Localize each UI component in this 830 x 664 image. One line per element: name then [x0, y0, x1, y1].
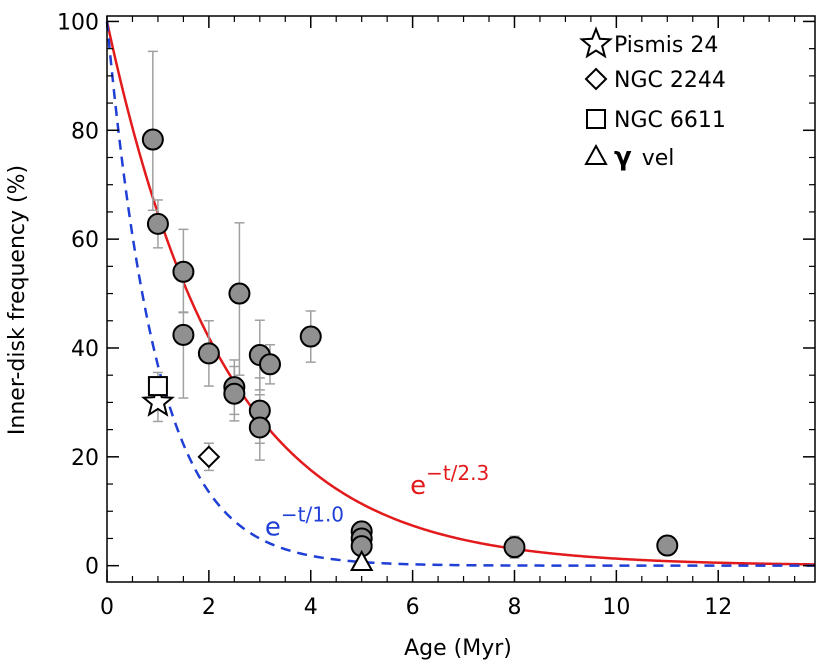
x-tick-label: 8 [507, 595, 521, 620]
curve-label-red: e−t/2.3 [410, 461, 489, 501]
data-point-triangle [349, 549, 374, 571]
y-tick-label: 0 [85, 555, 99, 580]
axes: 0 2 4 6 8 10 12 0 20 40 60 80 100 [57, 10, 816, 620]
curve-labels: e−t/2.3 e−t/1.0 [265, 461, 489, 543]
curve-label-blue-exp: −t/1.0 [281, 503, 344, 527]
legend: Pismis 24 NGC 2244 NGC 6611 γ vel [579, 26, 726, 172]
legend-label-gamma-vel: γ vel [614, 142, 674, 172]
curve-label-blue-base: e [265, 513, 281, 543]
data-point-filled-circle [656, 534, 679, 557]
legend-label-pismis24: Pismis 24 [614, 33, 718, 58]
data-point-filled-circle [146, 212, 169, 235]
legend-marker-star [579, 26, 613, 59]
curve-red-solid [105, 21, 816, 566]
data-point-filled-circle [223, 382, 246, 405]
data-point-filled-circle [197, 342, 220, 365]
x-tick-label: 12 [704, 595, 732, 620]
y-tick-label: 60 [71, 228, 99, 253]
data-point-filled-circle [172, 260, 195, 283]
legend-marker-diamond [584, 67, 608, 91]
data-point-filled-circle [299, 325, 322, 348]
x-tick-label: 4 [304, 595, 318, 620]
legend-item-pismis24: Pismis 24 [614, 33, 718, 58]
data-point-filled-circle [258, 353, 281, 376]
x-axis-title: Age (Myr) [404, 636, 512, 661]
y-axis-title: Inner-disk frequency (%) [5, 165, 30, 435]
curve-label-blue: e−t/1.0 [265, 503, 344, 543]
legend-label-ngc2244: NGC 2244 [614, 68, 726, 93]
plot-frame [106, 15, 816, 583]
legend-gamma-text: vel [642, 146, 675, 171]
curve-label-red-exp: −t/2.3 [426, 461, 489, 485]
y-tick-label: 80 [71, 119, 99, 144]
x-tick-label: 6 [406, 595, 420, 620]
legend-gamma-symbol: γ [614, 142, 632, 172]
data-points [141, 128, 679, 571]
x-tick-label: 10 [602, 595, 630, 620]
y-tick-label: 40 [71, 337, 99, 362]
data-point-filled-circle [228, 282, 251, 305]
legend-label-ngc6611: NGC 6611 [614, 108, 726, 133]
legend-item-ngc6611: NGC 6611 [614, 108, 726, 133]
data-point-star [141, 384, 175, 417]
legend-marker-square [586, 109, 606, 129]
y-tick-label: 20 [71, 446, 99, 471]
legend-item-ngc2244: NGC 2244 [614, 68, 726, 93]
curves [105, 21, 816, 567]
x-tick-label: 2 [202, 595, 216, 620]
legend-item-gamma-vel: γ vel [614, 142, 674, 172]
curve-label-red-base: e [410, 471, 426, 501]
legend-marker-triangle [584, 143, 608, 165]
data-point-filled-circle [141, 128, 164, 151]
curve-blue-dashed [105, 21, 815, 567]
data-point-filled-circle [503, 536, 526, 559]
x-tick-label: 0 [100, 595, 114, 620]
y-tick-label: 100 [57, 10, 99, 35]
data-point-square [147, 376, 168, 397]
data-point-filled-circle [248, 416, 271, 439]
data-point-diamond [197, 445, 221, 469]
data-point-filled-circle [172, 323, 195, 346]
